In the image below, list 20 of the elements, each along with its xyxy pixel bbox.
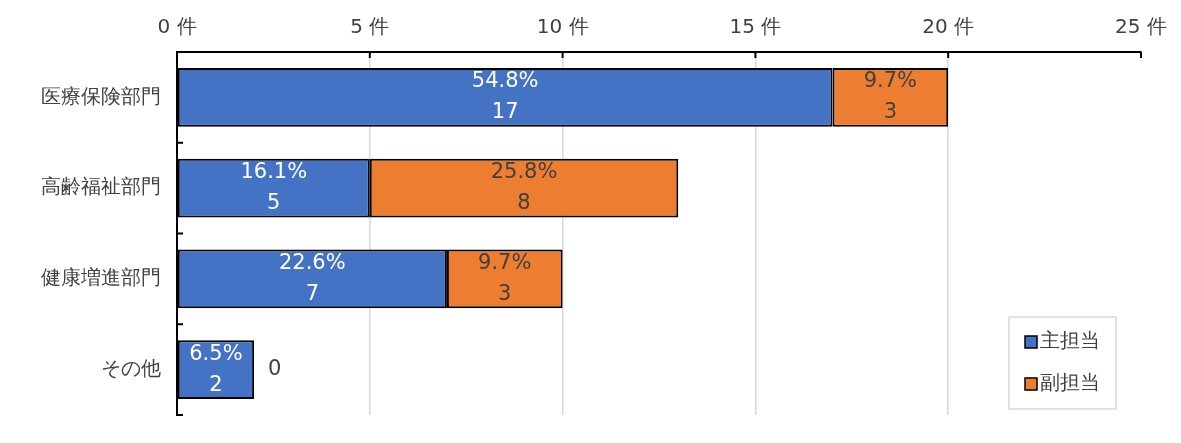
x-tick-label: 0 件 (157, 14, 197, 39)
x-tick-label: 20 件 (922, 14, 975, 39)
y-tick-label: 医療保険部門 (41, 83, 161, 108)
data-label: 9.7% 3 (863, 68, 918, 124)
y-tick-label: その他 (101, 355, 161, 380)
data-label: 6.5% 2 (189, 340, 243, 396)
x-tick-label: 25 件 (1115, 14, 1167, 39)
data-label: 9.7% 3 (478, 249, 532, 305)
y-tick-label: 高齢福祉部門 (41, 174, 161, 199)
data-label: 0 (268, 356, 282, 381)
legend-label: 主担当 (1040, 328, 1100, 353)
data-label: 54.8% 17 (471, 68, 539, 124)
data-label: 22.6% 7 (278, 249, 346, 305)
x-tick-label: 15 件 (729, 14, 782, 39)
data-label: 16.1% 5 (240, 159, 308, 215)
y-tick-label: 健康増進部門 (41, 265, 161, 290)
x-tick-label: 5 件 (350, 14, 390, 39)
data-label: 25.8% 8 (490, 159, 558, 215)
x-tick-label: 10 件 (536, 14, 589, 39)
legend-label: 副担当 (1040, 370, 1100, 395)
